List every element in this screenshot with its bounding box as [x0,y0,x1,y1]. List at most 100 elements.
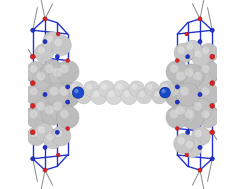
Circle shape [201,65,209,73]
Circle shape [131,84,137,90]
Circle shape [30,103,35,108]
Circle shape [45,106,54,115]
Circle shape [175,127,179,130]
Circle shape [152,89,167,104]
Circle shape [26,61,47,82]
Circle shape [176,83,199,106]
Circle shape [66,100,70,104]
Circle shape [56,153,60,157]
Circle shape [43,145,47,149]
Circle shape [93,91,100,97]
Circle shape [44,131,62,149]
Circle shape [73,87,84,98]
Circle shape [60,64,69,73]
Circle shape [83,81,99,97]
Circle shape [41,60,64,84]
Circle shape [35,43,53,62]
Circle shape [201,87,209,96]
Circle shape [170,64,178,73]
Circle shape [185,153,189,157]
Circle shape [162,84,168,90]
Circle shape [176,105,185,115]
Circle shape [66,59,70,62]
Circle shape [198,92,202,97]
Circle shape [113,81,130,97]
Circle shape [72,84,77,90]
Circle shape [55,130,59,134]
Circle shape [166,106,189,129]
Circle shape [129,81,145,97]
Circle shape [116,83,122,90]
Circle shape [190,68,212,91]
Circle shape [43,168,47,172]
Circle shape [55,55,59,59]
Circle shape [166,60,189,83]
Circle shape [46,35,54,43]
Circle shape [197,84,220,105]
Circle shape [66,85,70,89]
Circle shape [91,88,107,105]
Circle shape [106,88,122,105]
Circle shape [30,65,37,73]
Circle shape [51,126,71,146]
Circle shape [56,106,79,129]
Circle shape [53,102,62,111]
Circle shape [53,68,62,77]
Circle shape [124,91,130,97]
Circle shape [172,67,196,91]
Circle shape [79,91,85,97]
Circle shape [176,71,185,81]
Circle shape [74,89,79,93]
Circle shape [54,39,62,46]
Circle shape [202,47,209,54]
Circle shape [46,83,69,106]
Circle shape [35,123,53,142]
Circle shape [181,64,204,87]
Circle shape [185,32,189,36]
Circle shape [55,82,81,107]
Circle shape [198,145,202,149]
Circle shape [76,89,91,104]
Circle shape [38,126,45,133]
Circle shape [69,82,83,96]
Circle shape [30,130,35,135]
Circle shape [139,91,145,97]
Circle shape [147,84,153,90]
Circle shape [195,130,202,137]
Circle shape [49,98,73,122]
Circle shape [177,46,185,54]
Circle shape [202,110,209,118]
Circle shape [109,91,115,97]
Circle shape [25,84,48,105]
Circle shape [210,157,214,161]
Circle shape [60,110,69,118]
Circle shape [29,87,37,96]
Circle shape [194,72,202,81]
Circle shape [186,43,193,50]
Circle shape [154,91,160,97]
Circle shape [161,89,166,93]
Circle shape [210,81,215,86]
Circle shape [195,50,202,58]
Circle shape [31,157,35,161]
Circle shape [49,87,59,96]
Circle shape [145,82,159,96]
Circle shape [181,105,204,129]
Circle shape [186,141,193,148]
Circle shape [194,102,202,111]
Circle shape [172,101,196,125]
Circle shape [198,17,202,21]
Circle shape [38,47,45,54]
Circle shape [185,109,194,118]
Circle shape [43,92,47,97]
Circle shape [47,134,53,141]
Circle shape [177,137,185,145]
Circle shape [137,89,152,104]
Circle shape [98,81,115,97]
Circle shape [33,68,55,91]
Circle shape [183,138,202,157]
Circle shape [66,127,70,130]
Circle shape [180,87,189,96]
Circle shape [159,81,175,97]
Circle shape [197,61,220,83]
